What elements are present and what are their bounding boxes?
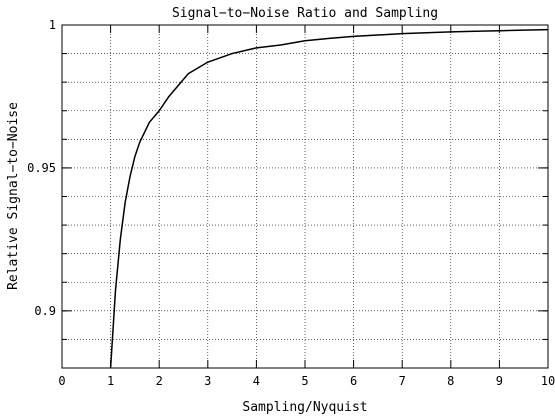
series-line [109,28,549,369]
x-tick-label: 7 [399,374,406,388]
grid-lines [62,25,548,368]
x-tick-label: 6 [350,374,357,388]
x-tick-label: 8 [447,374,454,388]
x-tick-label: 10 [541,374,555,388]
x-tick-label: 4 [253,374,260,388]
x-axis-label: Sampling/Nyquist [242,400,367,415]
y-tick-label: 0.9 [34,304,56,318]
chart-title: Signal−to−Noise Ratio and Sampling [172,6,438,21]
x-tick-label: 5 [301,374,308,388]
series-layer [109,28,549,369]
x-tick-label: 0 [58,374,65,388]
x-tick-label: 9 [496,374,503,388]
axis-ticks [61,24,549,368]
y-tick-label: 0.95 [27,161,56,175]
y-tick-label: 1 [49,18,56,32]
x-tick-label: 1 [107,374,114,388]
y-axis-label: Relative Signal−to−Noise [6,102,21,290]
x-tick-label: 3 [204,374,211,388]
tick-labels: 0 1 2 3 4 5 6 7 8 9 10 0.9 0.95 1 [27,18,555,388]
x-tick-label: 2 [156,374,163,388]
